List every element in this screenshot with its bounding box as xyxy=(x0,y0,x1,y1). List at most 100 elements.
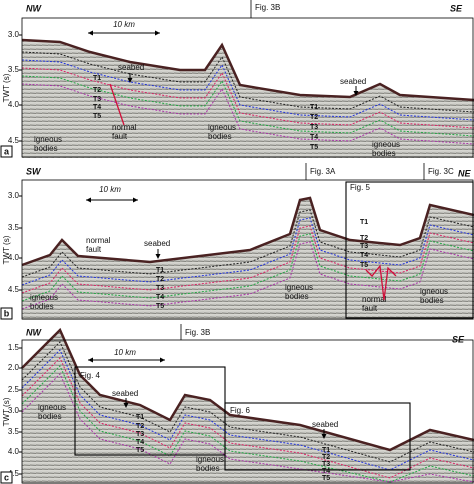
horizon xyxy=(21,349,474,471)
figure-reference: Fig. 3B xyxy=(185,328,210,337)
scale-label: 10 km xyxy=(99,185,121,194)
panel-frame xyxy=(21,17,474,158)
horizon-label: T4 xyxy=(310,134,318,141)
y-tick-label: 4.5 xyxy=(8,285,20,294)
horizon-label: T5 xyxy=(310,144,318,151)
panel-label: b xyxy=(4,308,10,318)
axis-title: TWT (s) xyxy=(2,73,11,102)
annotation: normal fault xyxy=(86,236,111,254)
annotation: seabed xyxy=(118,63,144,72)
y-tick-label: 3.0 xyxy=(8,406,20,415)
horizon xyxy=(21,241,474,310)
arrow-head xyxy=(133,197,138,203)
annotation: igneous bodies xyxy=(420,287,448,305)
horizon-label: T5 xyxy=(156,303,164,310)
arrow-head xyxy=(155,254,161,259)
horizon-label: T1 xyxy=(310,104,318,111)
horizon xyxy=(21,357,474,479)
horizon xyxy=(21,233,474,302)
horizon-label: T4 xyxy=(156,294,164,301)
annotation: igneous bodies xyxy=(372,140,400,158)
horizon-label: T5 xyxy=(360,262,368,269)
panel-label: c xyxy=(4,472,9,482)
scale-label: 10 km xyxy=(113,20,135,29)
annotation: igneous bodies xyxy=(30,293,58,311)
scale-label: 10 km xyxy=(114,348,136,357)
seabed-reflector xyxy=(21,196,474,267)
figure-reference: Fig. 3A xyxy=(310,167,336,176)
y-tick-label: 4.0 xyxy=(8,100,20,109)
horizon xyxy=(21,225,474,294)
horizon-label: T2 xyxy=(93,87,101,94)
arrow-head xyxy=(123,403,129,408)
annotation: igneous bodies xyxy=(196,455,224,473)
horizon-label: T5 xyxy=(136,447,144,454)
horizon xyxy=(21,373,474,483)
arrow-head xyxy=(155,30,160,36)
annotation: normal fault xyxy=(362,295,387,313)
annotation: igneous bodies xyxy=(38,403,66,421)
fault xyxy=(365,264,397,301)
annotation: igneous bodies xyxy=(285,283,313,301)
horizon xyxy=(21,51,474,113)
y-tick-label: 4.5 xyxy=(8,136,20,145)
horizon-label: T3 xyxy=(156,285,164,292)
annotation: seabed xyxy=(340,77,366,86)
horizon-label: T4 xyxy=(360,252,368,259)
figure-reference: Fig. 5 xyxy=(350,183,371,192)
annotation: igneous bodies xyxy=(34,135,62,153)
direction: SW xyxy=(26,166,42,176)
annotation: seabed xyxy=(112,389,138,398)
horizon-label: T2 xyxy=(360,235,368,242)
arrow-head xyxy=(353,91,359,96)
seismic-section xyxy=(22,198,474,320)
annotation: seabed xyxy=(312,420,338,429)
arrow-head xyxy=(88,30,93,36)
y-tick-label: 3.5 xyxy=(8,223,20,232)
arrow-head xyxy=(88,357,93,363)
panel-label-box xyxy=(0,307,13,320)
axis-title: TWT (s) xyxy=(2,235,11,264)
horizon-label: T3 xyxy=(136,431,144,438)
seabed-reflector xyxy=(21,38,474,102)
y-tick-label: 3.5 xyxy=(8,65,20,74)
horizon-label: T3 xyxy=(322,461,330,468)
direction: NE xyxy=(458,168,471,178)
figure-reference: Fig. 3B xyxy=(255,3,280,12)
y-tick-label: 4.0 xyxy=(8,253,20,262)
annotation: seabed xyxy=(144,239,170,248)
seismic-section xyxy=(22,330,474,484)
figure-reference: Fig. 3C xyxy=(428,167,454,176)
horizon xyxy=(21,59,474,121)
y-tick-label: 2.5 xyxy=(8,385,20,394)
fault xyxy=(109,83,125,126)
horizon-label: T1 xyxy=(136,414,144,421)
horizon-label: T1 xyxy=(93,75,101,82)
direction: SE xyxy=(452,334,465,344)
y-tick-label: 2.0 xyxy=(8,363,20,372)
arrow-head xyxy=(160,357,165,363)
horizon-label: T1 xyxy=(322,447,330,454)
horizon-label: T3 xyxy=(93,96,101,103)
annotation: igneous bodies xyxy=(208,123,236,141)
figure-reference: Fig. 4 xyxy=(80,371,101,380)
horizon-label: T3 xyxy=(310,124,318,131)
panel-label: a xyxy=(4,146,10,156)
direction: NW xyxy=(26,3,42,13)
horizon-label: T2 xyxy=(310,114,318,121)
direction: SE xyxy=(450,3,463,13)
horizon xyxy=(21,75,474,137)
seabed-reflector xyxy=(21,327,474,452)
horizon xyxy=(21,209,474,278)
axis-title: TWT (s) xyxy=(2,397,11,426)
horizon-label: T5 xyxy=(93,113,101,120)
y-tick-label: 3.0 xyxy=(8,30,20,39)
direction: NW xyxy=(26,327,42,337)
horizon-label: T3 xyxy=(360,243,368,250)
arrow-head xyxy=(321,434,327,439)
arrow-head xyxy=(86,197,91,203)
horizon-label: T4 xyxy=(93,104,101,111)
figure-reference: Fig. 6 xyxy=(230,406,251,415)
horizon-label: T4 xyxy=(136,439,144,446)
